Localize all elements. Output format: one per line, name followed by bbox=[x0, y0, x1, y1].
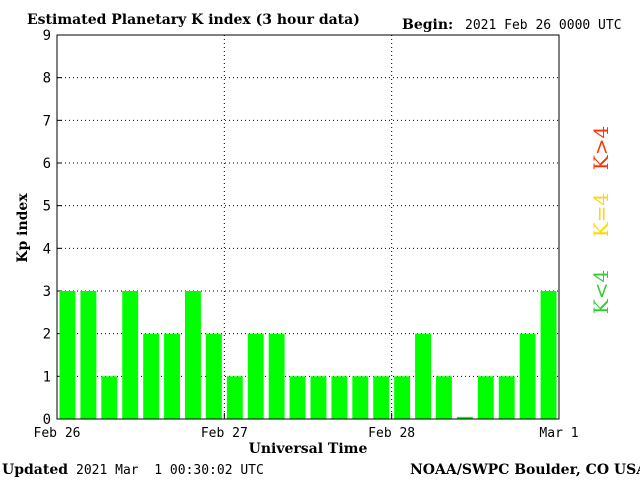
kp-bar bbox=[436, 376, 452, 419]
kp-bar bbox=[415, 333, 431, 419]
updated-label: Updated bbox=[2, 462, 68, 478]
kp-bar bbox=[59, 291, 76, 419]
kp-bar bbox=[310, 376, 327, 419]
y-tick-label: 8 bbox=[43, 71, 51, 87]
updated-value: 2021 Mar 1 00:30:02 UTC bbox=[76, 463, 264, 478]
y-tick-label: 7 bbox=[43, 113, 51, 129]
kp-bar bbox=[122, 291, 139, 419]
kp-bar bbox=[456, 416, 473, 419]
kp-bar bbox=[164, 333, 180, 419]
y-tick-label: 3 bbox=[43, 284, 51, 300]
kp-bar bbox=[477, 376, 494, 419]
plot-frame bbox=[56, 34, 560, 420]
kp-bar bbox=[498, 376, 515, 419]
kp-bar bbox=[185, 291, 201, 419]
kp-bar bbox=[143, 333, 160, 419]
kp-bar bbox=[289, 376, 306, 419]
y-tick-label: 6 bbox=[43, 156, 51, 172]
x-tick-label: Feb 27 bbox=[201, 426, 248, 441]
y-tick-label: 2 bbox=[43, 327, 51, 343]
x-axis-label: Universal Time bbox=[249, 441, 368, 457]
y-axis-label: Kp index bbox=[15, 193, 31, 263]
x-tick-label: Feb 26 bbox=[34, 426, 81, 441]
kp-bar bbox=[540, 291, 557, 419]
kp-bar bbox=[268, 333, 285, 419]
kp-bar bbox=[205, 333, 222, 419]
legend-high: K>4 bbox=[589, 126, 613, 170]
y-tick-label: 4 bbox=[43, 241, 51, 257]
chart-title: Estimated Planetary K index (3 hour data… bbox=[27, 12, 360, 28]
kp-bar bbox=[331, 376, 348, 419]
kp-bar bbox=[80, 291, 97, 419]
y-tick-label: 1 bbox=[43, 369, 51, 385]
y-tick-label: 0 bbox=[43, 412, 51, 428]
y-tick-label: 5 bbox=[43, 199, 51, 215]
kp-bar bbox=[247, 333, 264, 419]
kp-bar bbox=[373, 376, 390, 419]
y-tick-label: 9 bbox=[43, 28, 51, 44]
kp-bar bbox=[226, 376, 243, 419]
kp-bar bbox=[352, 376, 369, 419]
legend-mid: K=4 bbox=[589, 193, 613, 237]
kp-bar bbox=[394, 376, 411, 419]
kp-bar bbox=[519, 333, 536, 419]
x-tick-label: Mar 1 bbox=[539, 426, 578, 441]
x-tick-label: Feb 28 bbox=[368, 426, 415, 441]
begin-value: 2021 Feb 26 0000 UTC bbox=[465, 18, 622, 33]
plot-area: 0 1 2 3 4 5 6 7 8 9 Feb 26 Feb 27 Feb 28 Mar 1 bbox=[34, 28, 579, 441]
kp-bar bbox=[101, 376, 118, 419]
legend-low: K<4 bbox=[589, 270, 613, 314]
credit-text: NOAA/SWPC Boulder, CO USA bbox=[410, 462, 640, 478]
begin-label: Begin: bbox=[402, 17, 453, 33]
